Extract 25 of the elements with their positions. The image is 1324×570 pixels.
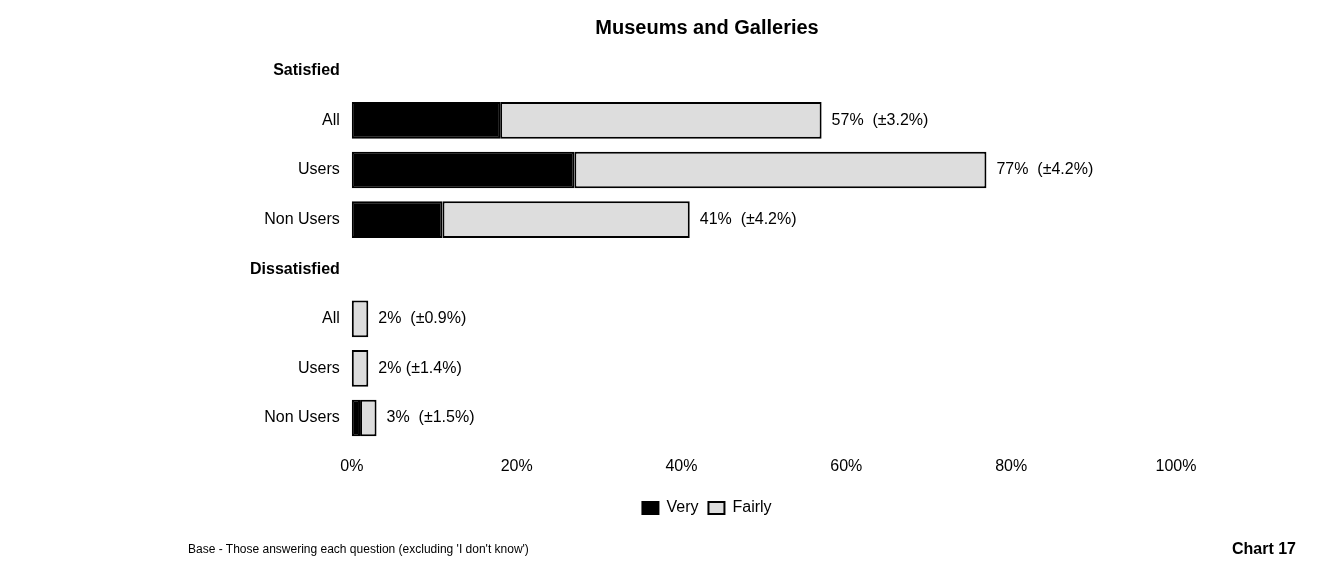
x-tick-label: 40% [665,456,698,474]
total-label: 2% (±1.4%) [378,358,462,376]
chart-title: Museums and Galleries [595,15,819,38]
legend-label: Fairly [732,498,772,516]
x-tick-label: 80% [995,456,1028,474]
total-label: 77% (±4.2%) [996,160,1094,178]
y-tick-label: Satisfied [273,61,340,79]
x-tick-label: 60% [830,456,863,474]
y-tick-label: Users [298,358,340,376]
x-tick-label: 20% [500,456,533,474]
total-label: 57% (±3.2%) [831,110,929,128]
y-tick-label: Dissatisfied [250,259,340,277]
total-label: 3% (±1.5%) [386,408,475,426]
x-tick-label: 100% [1155,456,1197,474]
y-tick-label: All [322,110,340,128]
caption: Chart 17 [1231,540,1297,558]
y-tick-label: Non Users [264,210,340,228]
legend-label: Very [666,498,699,516]
total-label: 2% (±0.9%) [378,309,467,327]
y-tick-label: Users [298,160,340,178]
total-label: 41% (±4.2%) [699,210,797,228]
y-tick-label: All [322,309,340,327]
text: Base - Those answering each question (excluding 'I don't know') [188,542,529,557]
y-tick-label: Non Users [264,408,340,426]
x-tick-label: 0% [340,456,364,474]
